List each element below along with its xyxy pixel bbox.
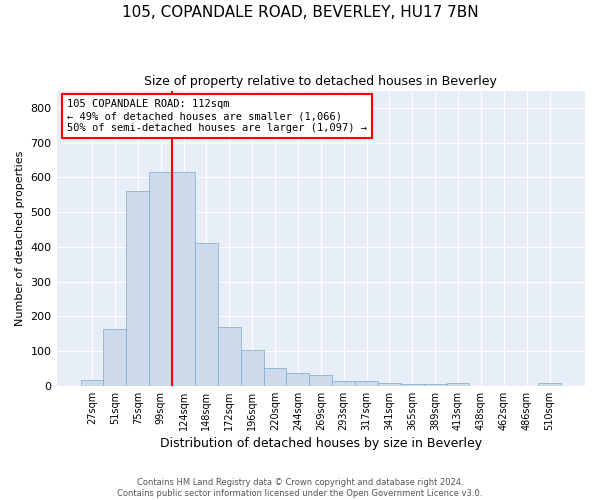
Bar: [195, 244, 218, 386]
Bar: [332, 381, 355, 386]
Bar: [172, 172, 195, 386]
Bar: [103, 328, 127, 386]
Bar: [80, 380, 103, 386]
Y-axis label: Number of detached properties: Number of detached properties: [15, 150, 25, 326]
Text: 105 COPANDALE ROAD: 112sqm
← 49% of detached houses are smaller (1,066)
50% of s: 105 COPANDALE ROAD: 112sqm ← 49% of deta…: [67, 100, 367, 132]
Bar: [286, 372, 310, 386]
Text: Contains HM Land Registry data © Crown copyright and database right 2024.
Contai: Contains HM Land Registry data © Crown c…: [118, 478, 482, 498]
Bar: [355, 382, 378, 386]
Bar: [378, 382, 401, 386]
Bar: [538, 384, 561, 386]
Title: Size of property relative to detached houses in Beverley: Size of property relative to detached ho…: [145, 75, 497, 88]
X-axis label: Distribution of detached houses by size in Beverley: Distribution of detached houses by size …: [160, 437, 482, 450]
Text: 105, COPANDALE ROAD, BEVERLEY, HU17 7BN: 105, COPANDALE ROAD, BEVERLEY, HU17 7BN: [122, 5, 478, 20]
Bar: [149, 172, 172, 386]
Bar: [424, 384, 446, 386]
Bar: [310, 376, 332, 386]
Bar: [241, 350, 263, 386]
Bar: [401, 384, 424, 386]
Bar: [263, 368, 286, 386]
Bar: [446, 384, 469, 386]
Bar: [218, 328, 241, 386]
Bar: [127, 192, 149, 386]
